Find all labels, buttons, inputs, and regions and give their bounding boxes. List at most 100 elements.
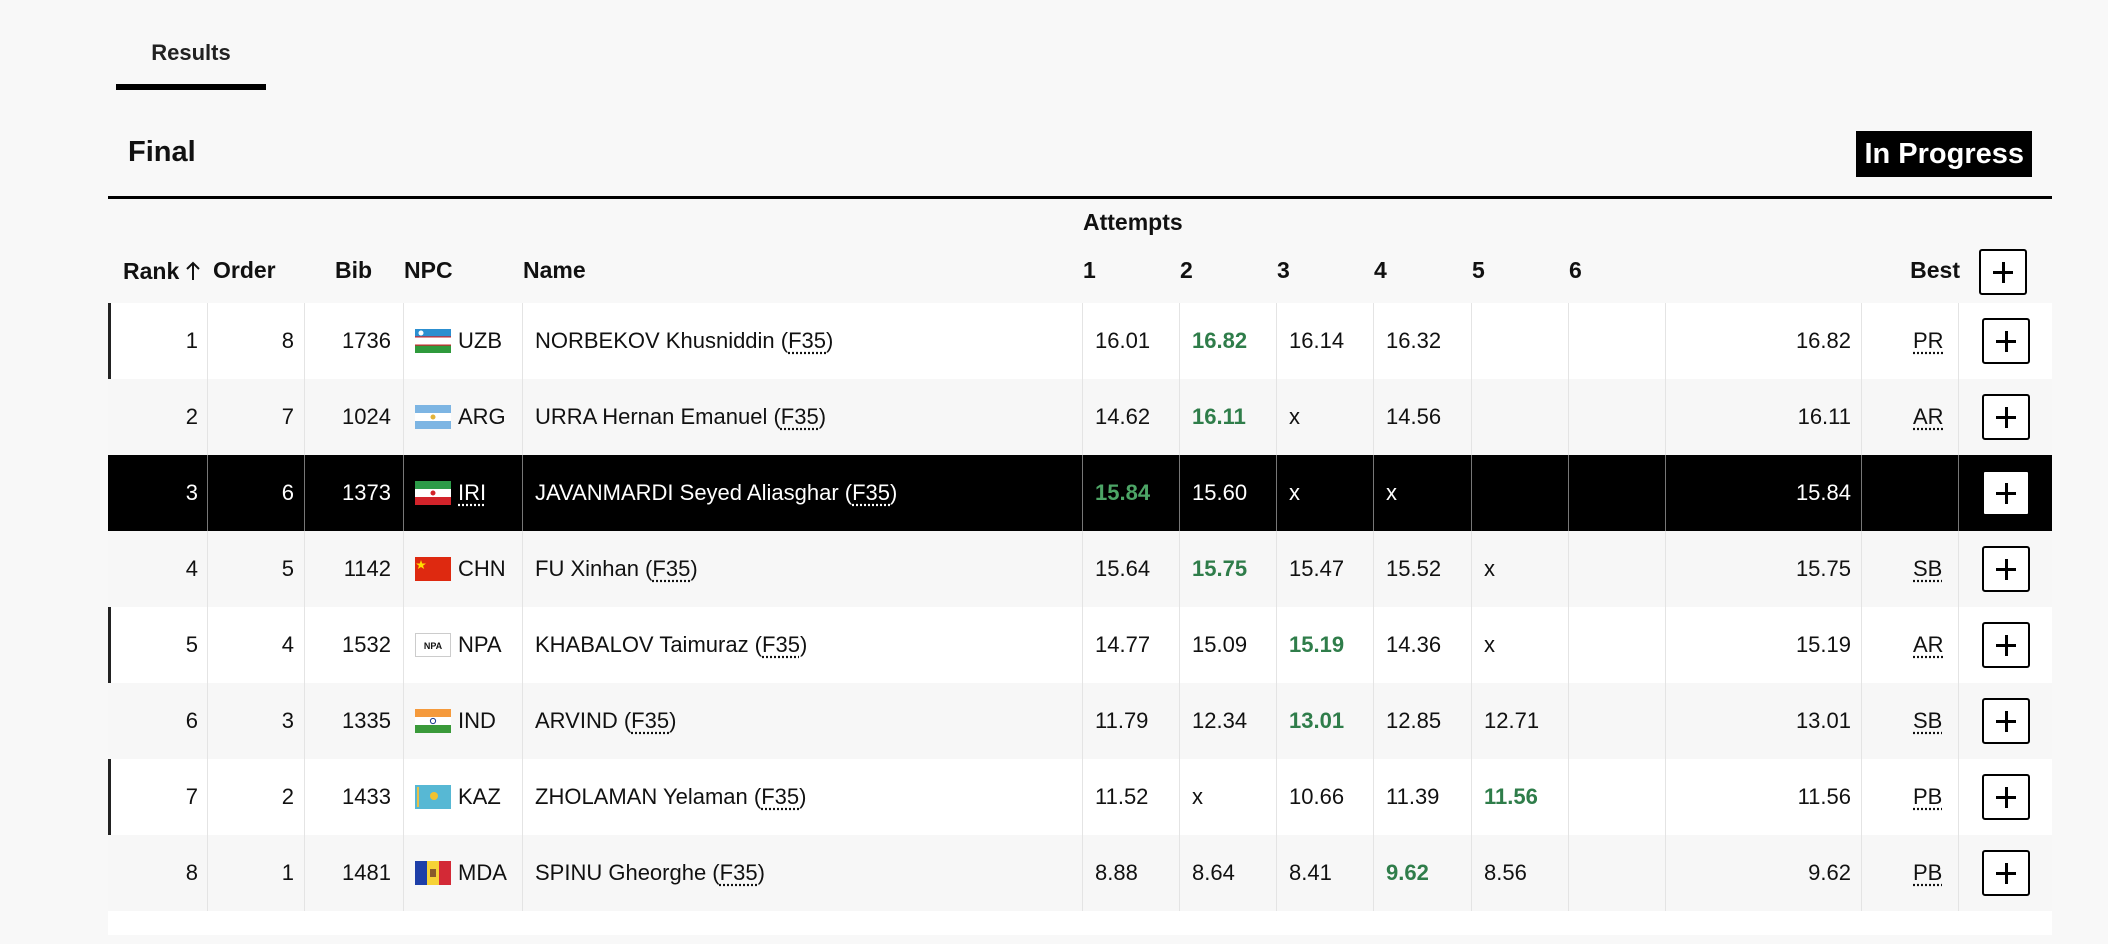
athlete-name-cell: FU Xinhan (F35) — [535, 531, 698, 607]
attempt-3-cell: x — [1289, 404, 1300, 429]
table-row[interactable]: 2 7 1024 ARG URRA Hernan Emanuel (F35) 14.62 1… — [108, 379, 2052, 455]
column-divider — [1568, 455, 1569, 531]
expand-row-button[interactable] — [1982, 318, 2030, 364]
column-divider — [1861, 607, 1862, 683]
sport-class: F35 — [780, 404, 819, 429]
order-cell: 5 — [281, 556, 294, 581]
rank-column-header[interactable]: Rank — [123, 257, 201, 285]
table-row[interactable]: 6 3 1335 IND ARVIND (F35) 11.79 12.34 13.01 12.8… — [108, 683, 2052, 759]
column-divider — [207, 759, 208, 835]
column-divider — [1082, 683, 1083, 759]
npc-column-header: NPC — [404, 257, 453, 283]
column-divider — [1373, 607, 1374, 683]
athlete-name-cell: JAVANMARDI Seyed Aliasghar (F35) — [535, 455, 897, 531]
table-header: Attempts Rank Order Bib NPC Name 1 2 3 4… — [108, 199, 2052, 303]
attempt-1-cell: 15.64 — [1095, 556, 1151, 581]
npc-code: UZB — [458, 328, 502, 353]
record-badge: SB — [1913, 556, 1943, 581]
column-divider — [1568, 303, 1569, 379]
kazakhstan-flag — [415, 785, 451, 809]
column-divider — [1276, 379, 1277, 455]
column-divider — [403, 759, 404, 835]
athlete-name: URRA Hernan Emanuel ( — [535, 404, 781, 429]
attempt-3-cell: 13.01 — [1289, 708, 1345, 733]
attempt-5-cell: 11.56 — [1484, 784, 1538, 809]
column-divider — [207, 531, 208, 607]
column-divider — [304, 607, 305, 683]
attempt-2-cell: x — [1192, 784, 1203, 809]
attempt-2-cell: 16.82 — [1192, 328, 1248, 353]
column-divider — [304, 379, 305, 455]
column-divider — [1471, 683, 1472, 759]
column-divider — [1276, 531, 1277, 607]
attempt-4-cell: 12.85 — [1386, 708, 1442, 733]
sport-class-close: ) — [669, 708, 677, 733]
expand-row-button[interactable] — [1982, 394, 2030, 440]
expand-row-button[interactable] — [1982, 622, 2030, 668]
expand-row-button[interactable] — [1982, 774, 2030, 820]
attempts-group-header: Attempts — [1083, 209, 1183, 235]
column-divider — [1276, 303, 1277, 379]
order-cell: 7 — [281, 404, 294, 429]
column-divider — [1665, 379, 1666, 455]
column-divider — [1276, 607, 1277, 683]
column-divider — [1568, 759, 1569, 835]
table-top-rule — [108, 196, 2052, 199]
table-row[interactable]: 5 4 1532 NPA NPA KHABALOV Taimuraz (F35) 14.77… — [108, 607, 2052, 683]
table-row[interactable]: 7 2 1433 KAZ ZHOLAMAN Yelaman (F35) 11.52 x 10.… — [108, 759, 2052, 835]
athlete-name: NORBEKOV Khusniddin ( — [535, 328, 789, 353]
column-divider — [1861, 531, 1862, 607]
column-divider — [304, 683, 305, 759]
expand-row-button[interactable] — [1982, 470, 2030, 516]
best-cell: 15.84 — [1795, 480, 1851, 505]
attempt-1-cell: 16.01 — [1095, 328, 1151, 353]
column-divider — [1958, 303, 1959, 379]
bib-cell: 1433 — [342, 784, 391, 809]
sport-class-close: ) — [799, 784, 807, 809]
column-divider — [1179, 607, 1180, 683]
table-row[interactable]: 1 8 1736 UZB NORBEKOV Khusniddin (F35) 16.01 1… — [108, 303, 2052, 379]
attempt-1-cell: 15.84 — [1095, 480, 1151, 505]
table-row[interactable]: 3 6 1373 IRI JAVANMARDI Seyed Aliasghar (F35… — [108, 455, 2052, 531]
attempt-2-header: 2 — [1180, 257, 1193, 283]
column-divider — [1082, 303, 1083, 379]
expand-all-button[interactable] — [1979, 249, 2027, 295]
attempt-1-cell: 14.62 — [1095, 404, 1151, 429]
column-divider — [1568, 607, 1569, 683]
attempt-2-cell: 12.34 — [1192, 708, 1248, 733]
record-badge: PB — [1913, 784, 1943, 809]
column-divider — [1665, 683, 1666, 759]
athlete-name: FU Xinhan ( — [535, 556, 653, 581]
best-cell: 16.82 — [1795, 328, 1851, 353]
record-badge: AR — [1913, 632, 1944, 657]
rank-cell: 1 — [185, 328, 198, 353]
table-row[interactable]: 8 1 1481 MDA SPINU Gheorghe (F35) 8.88 8.64 8.4… — [108, 835, 2052, 911]
expand-row-button[interactable] — [1982, 850, 2030, 896]
attempt-4-cell: 14.56 — [1386, 404, 1442, 429]
column-divider — [1861, 835, 1862, 911]
sport-class-close: ) — [890, 480, 898, 505]
tab-results[interactable]: Results — [151, 40, 231, 65]
table-row[interactable]: 4 5 1142 CHN FU Xinhan (F35) 15.64 15.75 15.47 1… — [108, 531, 2052, 607]
column-divider — [1861, 303, 1862, 379]
expand-row-button[interactable] — [1982, 698, 2030, 744]
column-divider — [1082, 531, 1083, 607]
table-body: 1 8 1736 UZB NORBEKOV Khusniddin (F35) 16.01 1… — [108, 303, 2052, 911]
record-badge: PR — [1913, 328, 1944, 353]
column-divider — [1471, 455, 1472, 531]
athlete-name: SPINU Gheorghe ( — [535, 860, 720, 885]
column-divider — [1471, 759, 1472, 835]
attempt-4-header: 4 — [1374, 257, 1387, 283]
status-badge: In Progress — [1856, 131, 2032, 177]
column-divider — [304, 455, 305, 531]
attempt-4-cell: 9.62 — [1386, 860, 1429, 885]
expand-row-button[interactable] — [1982, 546, 2030, 592]
column-divider — [1373, 531, 1374, 607]
sport-class-close: ) — [799, 632, 808, 657]
attempt-4-cell: 14.36 — [1386, 632, 1442, 657]
sport-class-close: ) — [690, 556, 698, 581]
sport-class-close: ) — [826, 328, 834, 353]
sport-class: F35 — [762, 632, 800, 657]
attempt-1-header: 1 — [1083, 257, 1096, 283]
column-divider — [1471, 303, 1472, 379]
